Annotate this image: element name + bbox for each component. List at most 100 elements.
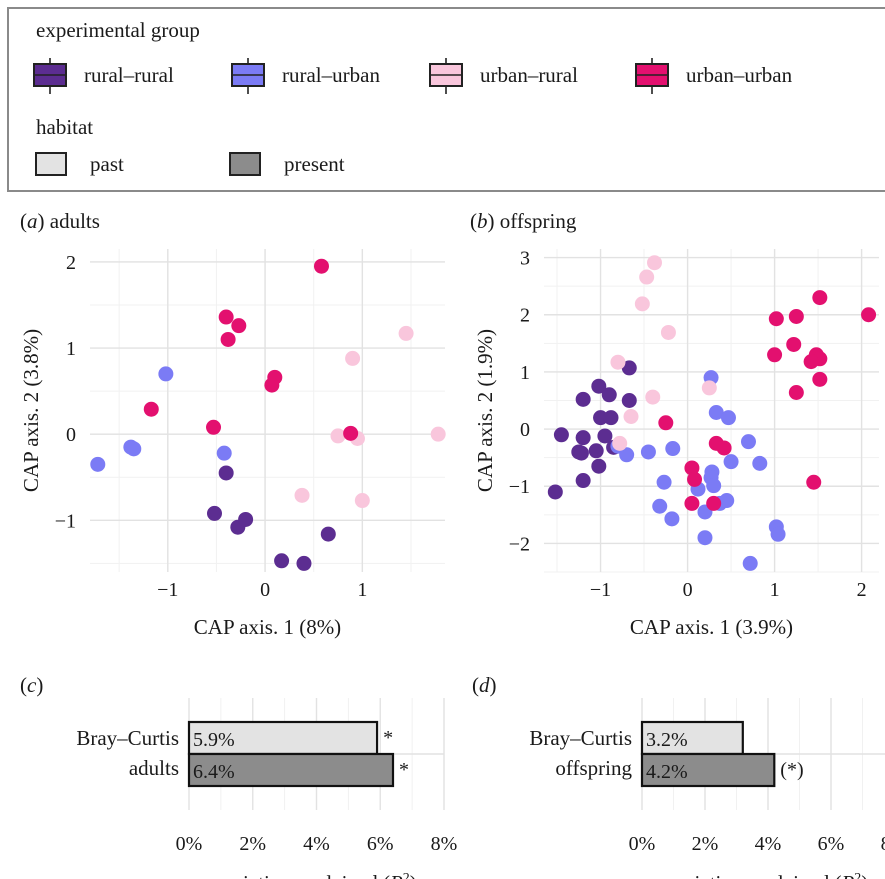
series-rural-rural	[547, 360, 637, 500]
scatter-panel-1: −1 0 1 2 −2 −1 0 1 2 3 CAP axis. 1 (3.9%) CAP axis.…	[473, 248, 879, 639]
point-urban-rural	[610, 354, 626, 370]
point-rural-rural	[591, 378, 607, 394]
point-rural-urban	[619, 447, 635, 463]
point-rural-urban	[158, 366, 174, 382]
point-urban-urban	[767, 347, 783, 363]
point-urban-rural	[701, 380, 717, 396]
panel-tag: (	[20, 209, 27, 233]
panel-letter: d	[479, 673, 490, 697]
point-rural-rural	[274, 553, 290, 569]
legend-swatch-present	[229, 152, 261, 176]
point-rural-rural	[296, 555, 312, 571]
point-urban-urban	[313, 258, 329, 274]
point-rural-urban	[697, 530, 713, 546]
point-rural-rural	[218, 465, 234, 481]
legend-key-urban-rural	[429, 58, 463, 94]
y-tick-label: 1	[66, 338, 76, 360]
series-urban-rural	[610, 255, 717, 451]
x-axis-label-text: variation explained (	[216, 871, 390, 879]
point-rural-rural	[621, 392, 637, 408]
x-tick-label: 1	[357, 579, 367, 601]
y-tick-label: 3	[520, 248, 530, 270]
point-urban-urban	[812, 290, 828, 306]
point-urban-rural	[294, 487, 310, 503]
point-rural-urban	[665, 441, 681, 457]
x-tick-label: 1	[770, 579, 780, 601]
series-urban-urban	[658, 290, 877, 511]
x-tick-label: 4%	[755, 833, 782, 855]
point-urban-urban	[716, 440, 732, 456]
panel-letter: b	[477, 209, 488, 233]
x-axis-label: variation explained (R2)	[668, 871, 869, 879]
bar-value-label: 6.4%	[193, 761, 235, 783]
legend: experimental group rural–rural rural–urban…	[7, 7, 885, 192]
point-rural-urban	[720, 410, 736, 426]
point-rural-rural	[206, 505, 222, 521]
x-axis-label: CAP axis. 1 (8%)	[194, 615, 341, 639]
y-tick-label: 0	[520, 419, 530, 441]
series-rural-urban	[90, 366, 232, 472]
point-rural-rural	[621, 360, 637, 376]
point-urban-urban	[206, 419, 222, 435]
point-urban-rural	[645, 389, 661, 405]
bar-present	[187, 752, 395, 788]
x-axis-label: variation explained (R2)	[216, 871, 417, 879]
panel-title: (c)	[20, 673, 43, 697]
point-urban-urban	[220, 331, 236, 347]
panel-title: (a) adults	[20, 209, 100, 233]
point-rural-rural	[591, 458, 607, 474]
plot-area	[90, 249, 445, 572]
category-label: Bray–Curtis	[76, 726, 179, 750]
bar-value-label: 4.2%	[646, 761, 688, 783]
panel-title: (d)	[472, 673, 497, 697]
point-rural-rural	[588, 443, 604, 459]
point-urban-rural	[639, 269, 655, 285]
point-urban-rural	[634, 296, 650, 312]
legend-key-rural-urban	[231, 58, 265, 94]
point-rural-rural	[603, 410, 619, 426]
point-urban-urban	[231, 318, 247, 334]
point-urban-urban	[786, 336, 802, 352]
significance-mark: *	[383, 727, 393, 749]
significance-mark: *	[399, 759, 409, 781]
point-rural-rural	[575, 391, 591, 407]
y-tick-label: 1	[520, 362, 530, 384]
point-rural-rural	[238, 511, 254, 527]
x-tick-label: 8%	[881, 833, 885, 855]
point-urban-urban	[343, 425, 359, 441]
point-urban-rural	[330, 428, 346, 444]
point-urban-rural	[647, 255, 663, 271]
point-rural-urban	[740, 434, 756, 450]
panel-tag: (	[20, 673, 27, 697]
point-rural-urban	[640, 444, 656, 460]
point-rural-urban	[742, 555, 758, 571]
point-rural-urban	[719, 493, 735, 509]
bar-value-label: 3.2%	[646, 729, 688, 751]
legend-label-urban-urban: urban–urban	[686, 63, 793, 87]
point-rural-urban	[90, 456, 106, 472]
significance-mark: (*)	[780, 759, 803, 781]
panel-letter: c	[27, 673, 37, 697]
point-urban-rural	[660, 324, 676, 340]
point-urban-urban	[706, 495, 722, 511]
point-rural-urban	[752, 455, 768, 471]
point-rural-urban	[770, 526, 786, 542]
point-rural-rural	[601, 387, 617, 403]
point-urban-urban	[768, 311, 784, 327]
point-rural-rural	[320, 526, 336, 542]
point-urban-urban	[658, 415, 674, 431]
y-tick-label: −1	[55, 510, 76, 532]
x-tick-label: 2%	[239, 833, 266, 855]
x-tick-label: 0	[683, 579, 693, 601]
point-urban-urban	[861, 307, 877, 323]
category-label: Bray–Curtis	[529, 726, 632, 750]
point-urban-urban	[788, 384, 804, 400]
x-axis-label-sup: 2	[403, 871, 410, 879]
x-tick-label: −1	[590, 579, 611, 601]
legend-swatch-past	[35, 152, 67, 176]
legend-label-rural-rural: rural–rural	[84, 63, 174, 87]
x-axis-label-var: R	[389, 871, 403, 879]
series-urban-urban	[143, 258, 359, 441]
legend-key-rural-rural	[33, 58, 67, 94]
panel-tag: ) adults	[38, 209, 100, 233]
